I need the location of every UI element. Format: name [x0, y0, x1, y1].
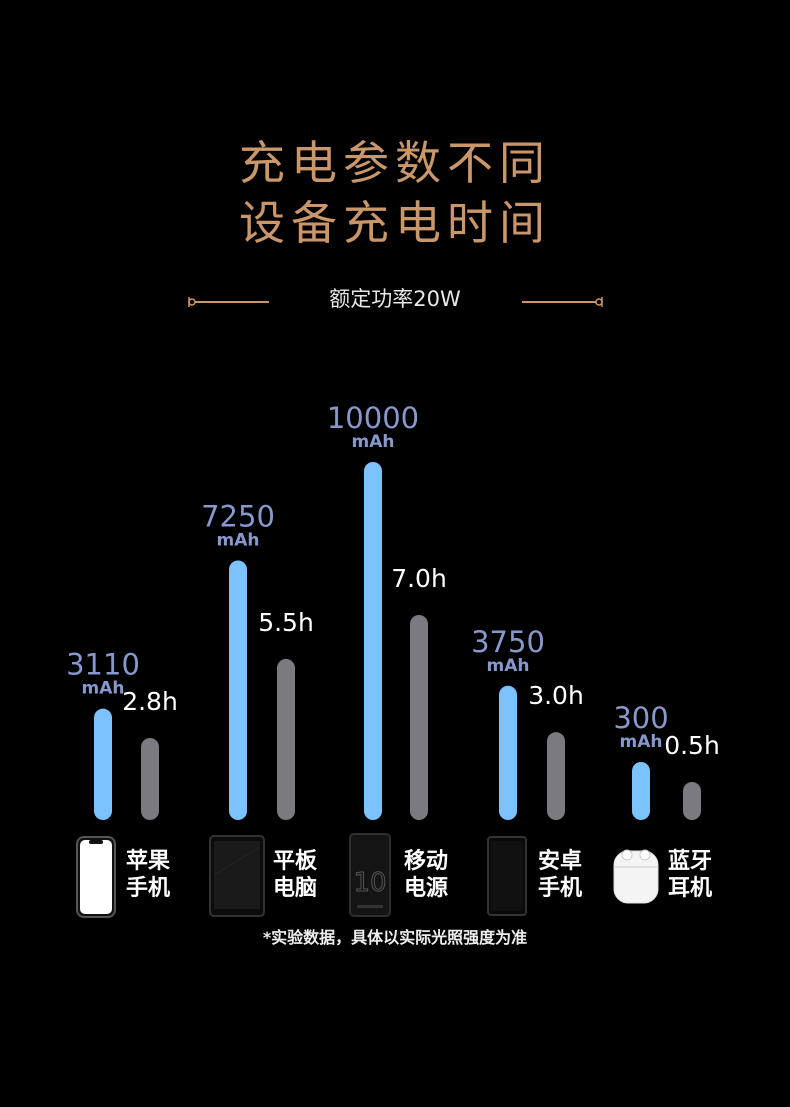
tablet-icon [209, 835, 265, 917]
device-label-line: 蓝牙 [668, 849, 713, 874]
capacity-unit-label: mAh [620, 732, 663, 752]
capacity-bar [364, 462, 382, 820]
bar-chart: 3110mAh7250mAh10000mAh3750mAh300mAh2.8h5… [66, 401, 720, 820]
earbuds-icon [613, 849, 659, 904]
capacity-bar [94, 708, 112, 820]
capacity-unit-label: mAh [352, 432, 395, 452]
title-line-1: 充电参数不同 [239, 136, 551, 190]
time-bar [410, 615, 428, 820]
svg-text:10: 10 [353, 868, 386, 898]
ornament-left-icon [188, 297, 269, 307]
phone-icon [76, 836, 116, 918]
capacity-value-label: 300 [613, 701, 668, 735]
capacity-unit-label: mAh [82, 679, 125, 699]
capacity-unit-label: mAh [487, 656, 530, 676]
subtitle: 额定功率20W [329, 287, 461, 311]
time-bar [547, 732, 565, 820]
capacity-bar [499, 685, 517, 820]
powerbank-icon: 10 [349, 833, 391, 917]
footnote: *实验数据，具体以实际光照强度为准 [262, 928, 528, 947]
device-label-line: 平板 [273, 849, 318, 874]
capacity-value-label: 3110 [66, 648, 140, 682]
device-label-powerbank: 移动 电源 [404, 848, 448, 902]
time-bar [683, 782, 701, 820]
device-label-tablet: 平板 电脑 [273, 848, 317, 902]
time-value-label: 3.0h [528, 681, 584, 710]
capacity-value-label: 7250 [201, 499, 275, 533]
android-phone-icon [487, 836, 527, 916]
time-value-label: 5.5h [258, 608, 314, 637]
time-value-label: 7.0h [391, 564, 447, 593]
device-label-line: 安卓 [538, 849, 583, 874]
device-label-line: 电源 [404, 876, 449, 901]
device-label-line: 耳机 [668, 876, 713, 901]
time-value-label: 2.8h [122, 687, 178, 716]
capacity-value-label: 10000 [327, 401, 419, 435]
device-label-line: 手机 [126, 876, 171, 901]
ornament-right-icon [522, 297, 603, 307]
capacity-value-label: 3750 [471, 625, 545, 659]
time-bar [277, 658, 295, 820]
device-label-line: 电脑 [273, 876, 318, 901]
time-value-label: 0.5h [664, 731, 720, 760]
device-label-line: 苹果 [126, 849, 171, 874]
subtitle-row: 额定功率20W [0, 283, 790, 315]
device-label-iphone: 苹果 手机 [126, 848, 170, 902]
device-label-android: 安卓 手机 [538, 848, 582, 902]
capacity-bar [229, 560, 247, 820]
device-label-line: 手机 [538, 876, 583, 901]
device-label-earbuds: 蓝牙 耳机 [668, 848, 712, 902]
capacity-unit-label: mAh [217, 530, 260, 550]
title-line-2: 设备充电时间 [239, 196, 551, 250]
device-label-line: 移动 [404, 849, 449, 874]
time-bar [141, 738, 159, 820]
capacity-bar [632, 762, 650, 820]
